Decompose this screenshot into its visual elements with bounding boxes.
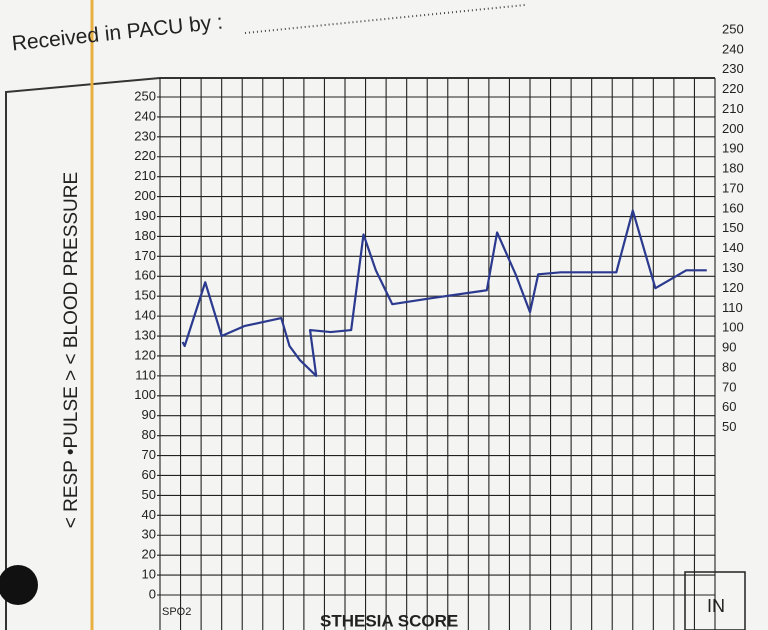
y2-tick-label: 140 xyxy=(722,240,744,255)
form-photo: Received in PACU by : < RESP •PULSE > < … xyxy=(0,0,768,630)
y-tick-label: 150 xyxy=(134,288,156,303)
in-label: IN xyxy=(707,596,725,616)
y2-tick-label: 110 xyxy=(722,300,743,315)
y2-tick-label: 220 xyxy=(722,81,744,96)
side-label: < RESP •PULSE > < BLOOD PRESSURE xyxy=(61,172,82,528)
y-tick-label: 20 xyxy=(142,547,156,562)
y2-tick-label: 50 xyxy=(722,419,736,434)
y2-tick-label: 130 xyxy=(722,260,744,275)
y-tick-label: 240 xyxy=(134,108,156,123)
y2-tick-label: 180 xyxy=(722,161,744,176)
y-tick-label: 140 xyxy=(134,308,156,323)
score-label: STHESIA SCORE xyxy=(320,611,458,630)
received-label: Received in PACU by : xyxy=(11,10,224,55)
y-tick-label: 220 xyxy=(134,148,156,163)
y-tick-label: 120 xyxy=(134,347,156,362)
y2-tick-label: 210 xyxy=(722,101,744,116)
y2-tick-label: 170 xyxy=(722,180,744,195)
y-tick-label: 230 xyxy=(134,128,156,143)
y-tick-label: 250 xyxy=(134,88,156,103)
y2-tick-label: 120 xyxy=(722,280,744,295)
form-border xyxy=(6,78,715,630)
y2-tick-label: 190 xyxy=(722,141,744,156)
y-tick-label: 100 xyxy=(134,387,156,402)
y-tick-label: 170 xyxy=(134,248,156,263)
y-tick-label: 90 xyxy=(142,407,156,422)
y-tick-label: 110 xyxy=(135,367,156,382)
y2-tick-label: 250 xyxy=(722,21,744,36)
y-tick-label: 200 xyxy=(134,188,156,203)
y2-tick-label: 160 xyxy=(722,200,744,215)
y-tick-label: 210 xyxy=(134,168,156,183)
y-tick-label: 60 xyxy=(142,467,156,482)
y2-tick-label: 70 xyxy=(722,379,736,394)
y2-tick-label: 90 xyxy=(722,340,736,355)
y-tick-label: 130 xyxy=(134,327,156,342)
y-tick-label: 10 xyxy=(142,567,156,582)
y2-tick-label: 100 xyxy=(722,320,744,335)
punch-hole xyxy=(0,565,38,605)
y-tick-label: 80 xyxy=(142,427,156,442)
y2-tick-label: 150 xyxy=(722,220,744,235)
y-tick-label: 50 xyxy=(142,487,156,502)
y2-tick-label: 200 xyxy=(722,121,744,136)
y-tick-label: 180 xyxy=(134,228,156,243)
y-tick-label: 30 xyxy=(142,527,156,542)
y-tick-label: 160 xyxy=(134,268,156,283)
dotted-line xyxy=(245,5,525,33)
y-tick-label: 70 xyxy=(142,447,156,462)
y2-tick-label: 80 xyxy=(722,359,736,374)
y2-tick-label: 240 xyxy=(722,41,744,56)
y2-tick-label: 60 xyxy=(722,399,736,414)
y-tick-label: 190 xyxy=(134,208,156,223)
y2-tick-label: 230 xyxy=(722,61,744,76)
spo2-label: SPO2 xyxy=(162,606,191,618)
y-tick-label: 40 xyxy=(142,507,156,522)
y-tick-label: 0 xyxy=(149,586,156,601)
bp-trace xyxy=(183,211,707,376)
